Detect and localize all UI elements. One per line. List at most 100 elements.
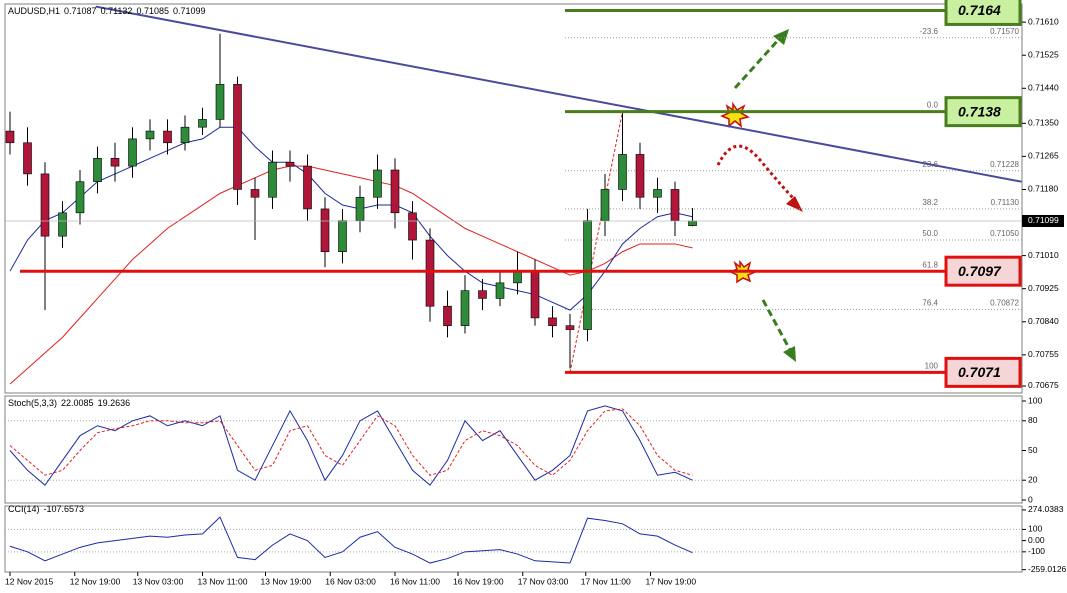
candle-body [513, 270, 522, 284]
level-label: 0.7071 [958, 364, 1001, 380]
y-tick-label: 100 [1028, 395, 1042, 405]
indicator-header: CCI(14) -107.6573 [8, 504, 84, 514]
y-tick-label: -100 [1028, 546, 1045, 556]
candle-body [565, 325, 575, 330]
candle-body [58, 212, 67, 237]
level-box [944, 0, 1022, 26]
candle-body [495, 282, 505, 299]
candle-body [233, 84, 242, 190]
candle-body [285, 161, 295, 167]
candle-body [390, 169, 400, 214]
header-value: 0.71132 [101, 6, 133, 16]
fib-level-text: -23.6 [920, 27, 939, 36]
x-tick-label: 13 Nov 19:00 [261, 576, 312, 586]
fib-level-text: 100 [925, 361, 939, 370]
candle-body [215, 84, 225, 120]
arrow-head [773, 29, 789, 45]
x-tick-label: 13 Nov 11:00 [198, 576, 248, 586]
fib-level-text: 38.2 [922, 198, 938, 207]
trendline [95, 5, 1022, 183]
y-tick-label: 0.00 [1028, 535, 1045, 545]
x-tick-label: 13 Nov 03:00 [133, 576, 184, 586]
y-tick-label: 0.70755 [1028, 349, 1059, 359]
fib-anchor [569, 111, 623, 373]
main-panel [4, 3, 1023, 394]
candle-body [443, 305, 452, 326]
candle-body [373, 169, 382, 198]
x-tick-label: 17 Nov 19:00 [646, 576, 697, 586]
level-box [944, 356, 1022, 388]
header-value: 0.71099 [173, 6, 206, 16]
y-tick-label: 0.71350 [1028, 118, 1059, 128]
x-tick-label: 12 Nov 19:00 [70, 576, 121, 586]
fib-price-label: 0.71050 [990, 229, 1019, 238]
candle-body [670, 189, 680, 221]
header-value: 0.71085 [136, 6, 169, 16]
candle-body [180, 126, 190, 144]
candle-body [320, 208, 330, 253]
arrow-up [733, 36, 782, 90]
candle-body [163, 130, 172, 144]
candle-body [5, 130, 15, 144]
cci-panel [4, 505, 1023, 573]
candle-body [635, 154, 645, 198]
level-label: 0.7097 [958, 263, 1002, 279]
candle-body [198, 119, 207, 128]
candle-body [408, 212, 417, 241]
level-label: 0.7138 [958, 103, 1001, 119]
candle-body [688, 220, 697, 226]
candle-body [110, 158, 120, 167]
y-tick-label: 0 [1028, 494, 1033, 504]
candle-body [75, 181, 85, 214]
candle-body [618, 154, 627, 190]
level-box [944, 255, 1022, 287]
annotations [716, 29, 803, 362]
arrow-curve [716, 144, 797, 202]
indicator-value: 22.0085 [61, 398, 94, 408]
y-tick-label: 50 [1028, 445, 1038, 455]
arrow-head [786, 196, 803, 212]
level-box [944, 96, 1022, 128]
candle-body [145, 130, 155, 140]
indicator-line [9, 408, 693, 476]
y-tick-label: 274.0383 [1028, 504, 1064, 514]
y-tick-label: 0.71610 [1028, 16, 1059, 26]
y-tick-label: 100 [1028, 524, 1042, 534]
candle-body [653, 189, 662, 198]
indicator-header: Stoch(5,3,3) 22.0085 19.2636 [8, 398, 130, 408]
x-tick-label: 12 Nov 2015 [5, 576, 53, 586]
arrow-down [761, 299, 792, 351]
y-tick-label: 0.71180 [1028, 184, 1058, 194]
symbol: AUDUSD,H1 [8, 6, 60, 16]
candle-body [548, 317, 557, 326]
candle-body [583, 220, 592, 330]
candle-body [268, 161, 277, 198]
ma-slow [9, 165, 693, 385]
candle-body [40, 173, 50, 237]
y-tick-label: -259.0126 [1028, 564, 1067, 574]
candle-body [93, 158, 102, 182]
x-tick-label: 16 Nov 11:00 [390, 576, 440, 586]
x-tick-label: 17 Nov 03:00 [518, 576, 569, 586]
candle-body [250, 189, 260, 198]
y-tick-label: 0.71440 [1028, 83, 1059, 93]
candle-body [23, 142, 32, 175]
fib-price-label: 0.70872 [990, 298, 1019, 307]
candle-body [338, 220, 347, 253]
x-tick-label: 16 Nov 19:00 [453, 576, 504, 586]
ma-fast [9, 126, 693, 311]
indicator-value: 19.2636 [98, 398, 131, 408]
stoch-panel [4, 395, 1023, 504]
candle-body [478, 290, 487, 299]
fib-level-text: 61.8 [922, 260, 938, 269]
candle-body [303, 165, 312, 210]
y-tick-label: 0.71525 [1028, 49, 1059, 59]
indicator-title: Stoch(5,3,3) [8, 398, 57, 408]
burst [720, 101, 750, 128]
fib-level-text: 76.4 [922, 298, 938, 307]
x-tick-label: 16 Nov 03:00 [325, 576, 376, 586]
header-value: 0.71087 [64, 6, 97, 16]
indicator-value: -107.6573 [44, 504, 85, 514]
indicator-line [9, 405, 693, 486]
